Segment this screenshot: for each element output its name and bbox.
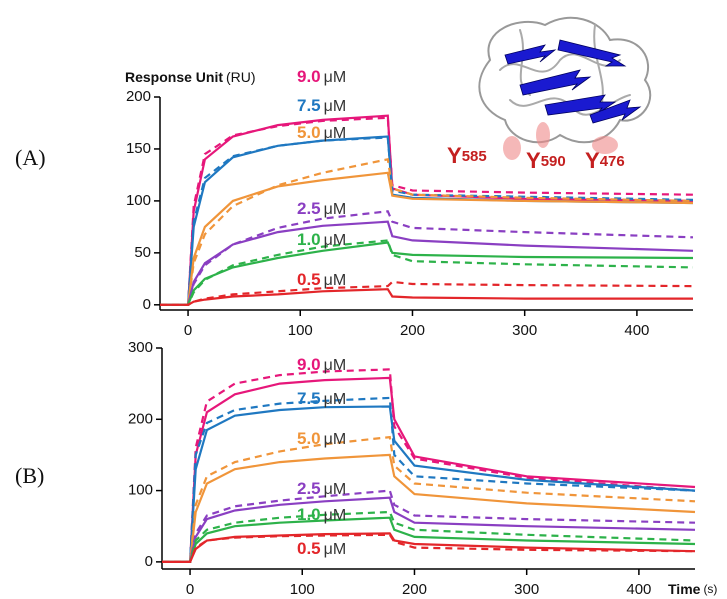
y-tick-label: 100 xyxy=(128,482,153,499)
concentration-unit: μM xyxy=(324,391,347,408)
concentration-value: 0.5 xyxy=(297,539,321,558)
y-tick-label: 0 xyxy=(143,296,151,313)
x-tick-label: 300 xyxy=(514,581,539,598)
residue-letter: Y xyxy=(585,148,600,173)
concentration-value: 9.0 xyxy=(297,67,321,86)
residue-letter: Y xyxy=(526,148,541,173)
fit-line xyxy=(162,369,695,562)
concentration-unit: μM xyxy=(324,507,347,524)
x-tick-label: 400 xyxy=(624,322,649,339)
x-axis-unit: (s) xyxy=(703,582,717,596)
x-tick-label: 100 xyxy=(290,581,315,598)
y-axis-unit: (RU) xyxy=(226,69,256,85)
y-tick-label: 300 xyxy=(128,339,153,356)
concentration-value: 2.5 xyxy=(297,479,321,498)
x-axis-title: Time(s) xyxy=(668,581,717,597)
concentration-unit: μM xyxy=(324,232,347,249)
residue-letter: Y xyxy=(447,143,462,168)
concentration-value: 5.0 xyxy=(297,429,321,448)
y-axis-title: Response Unit(RU) xyxy=(125,69,256,85)
panel-label: (A) xyxy=(15,145,46,170)
y-tick-label: 200 xyxy=(126,88,151,105)
concentration-unit: μM xyxy=(324,201,347,218)
concentration-unit: μM xyxy=(324,481,347,498)
x-tick-label: 200 xyxy=(402,581,427,598)
concentration-unit: μM xyxy=(324,357,347,374)
x-axis-label: Time xyxy=(668,581,701,597)
data-line xyxy=(162,378,695,562)
protein-structure xyxy=(479,18,650,160)
concentration-value: 1.0 xyxy=(297,230,321,249)
residue-number: 590 xyxy=(541,153,566,170)
concentration-value: 5.0 xyxy=(297,123,321,142)
concentration-unit: μM xyxy=(324,272,347,289)
fit-line xyxy=(160,159,693,304)
x-tick-label: 100 xyxy=(288,322,313,339)
x-tick-label: 200 xyxy=(400,322,425,339)
figure: (A) 0 50 100 150 200 0 100 200 300 400 Response Uni… xyxy=(0,0,727,599)
concentration-value: 0.5 xyxy=(297,270,321,289)
data-line xyxy=(160,289,693,305)
panel-label: (B) xyxy=(15,463,44,488)
x-tick-label: 400 xyxy=(626,581,651,598)
data-line xyxy=(162,455,695,562)
fit-line xyxy=(160,282,693,305)
x-tick-label: 0 xyxy=(184,322,192,339)
residue-label: Y585 xyxy=(447,143,487,168)
y-tick-label: 0 xyxy=(145,553,153,570)
residue-number: 585 xyxy=(462,148,487,165)
concentration-unit: μM xyxy=(324,541,347,558)
concentration-value: 9.0 xyxy=(297,355,321,374)
concentration-unit: μM xyxy=(324,98,347,115)
y-tick-label: 150 xyxy=(126,140,151,157)
y-tick-label: 200 xyxy=(128,410,153,427)
concentration-unit: μM xyxy=(324,69,347,86)
residue-number: 476 xyxy=(600,153,625,170)
y-tick-label: 50 xyxy=(134,244,151,261)
x-tick-label: 300 xyxy=(512,322,537,339)
residue-label: Y590 xyxy=(526,148,566,173)
concentration-value: 7.5 xyxy=(297,96,321,115)
concentration-value: 1.0 xyxy=(297,505,321,524)
concentration-value: 7.5 xyxy=(297,389,321,408)
concentration-value: 2.5 xyxy=(297,199,321,218)
concentration-unit: μM xyxy=(324,431,347,448)
y-axis-label: Response Unit xyxy=(125,69,223,85)
y-tick-label: 100 xyxy=(126,192,151,209)
x-tick-label: 0 xyxy=(186,581,194,598)
data-line xyxy=(162,518,695,562)
concentration-unit: μM xyxy=(324,125,347,142)
